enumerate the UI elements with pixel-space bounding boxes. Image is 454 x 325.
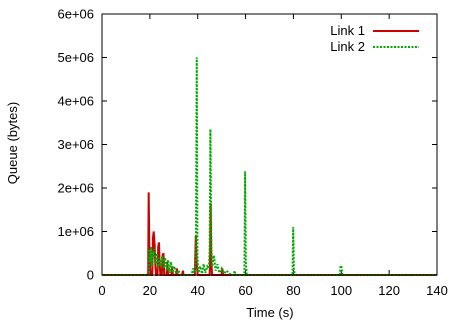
x-tick-label: 100: [330, 283, 352, 298]
series-layer: [102, 57, 437, 276]
y-tick-label: 0: [87, 268, 94, 283]
axes: 0 20 40 60 80 100 120 140 0 1e+06 2e+06 3e+06 4e+06 5…: [57, 7, 447, 299]
legend-label-1: Link 1: [330, 23, 365, 38]
x-tick-label: 0: [98, 283, 105, 298]
x-tick-label: 20: [143, 283, 157, 298]
x-axis-label: Time (s): [246, 305, 293, 320]
plot-frame: [101, 13, 438, 276]
y-tick-label: 6e+06: [57, 7, 94, 22]
y-tick-label: 2e+06: [57, 181, 94, 196]
y-tick-label: 3e+06: [57, 137, 94, 152]
y-tick-label: 1e+06: [57, 224, 94, 239]
x-tick-label: 140: [426, 283, 448, 298]
x-tick-label: 60: [238, 283, 252, 298]
x-tick-label: 80: [286, 283, 300, 298]
y-tick-label: 4e+06: [57, 94, 94, 109]
y-tick-label: 5e+06: [57, 50, 94, 65]
x-tick-label: 40: [190, 283, 204, 298]
y-axis-label: Queue (bytes): [5, 102, 20, 184]
plot-border: [101, 13, 438, 276]
series-line-2: [102, 57, 437, 276]
legend-label-2: Link 2: [330, 39, 365, 54]
x-tick-label: 120: [378, 283, 400, 298]
